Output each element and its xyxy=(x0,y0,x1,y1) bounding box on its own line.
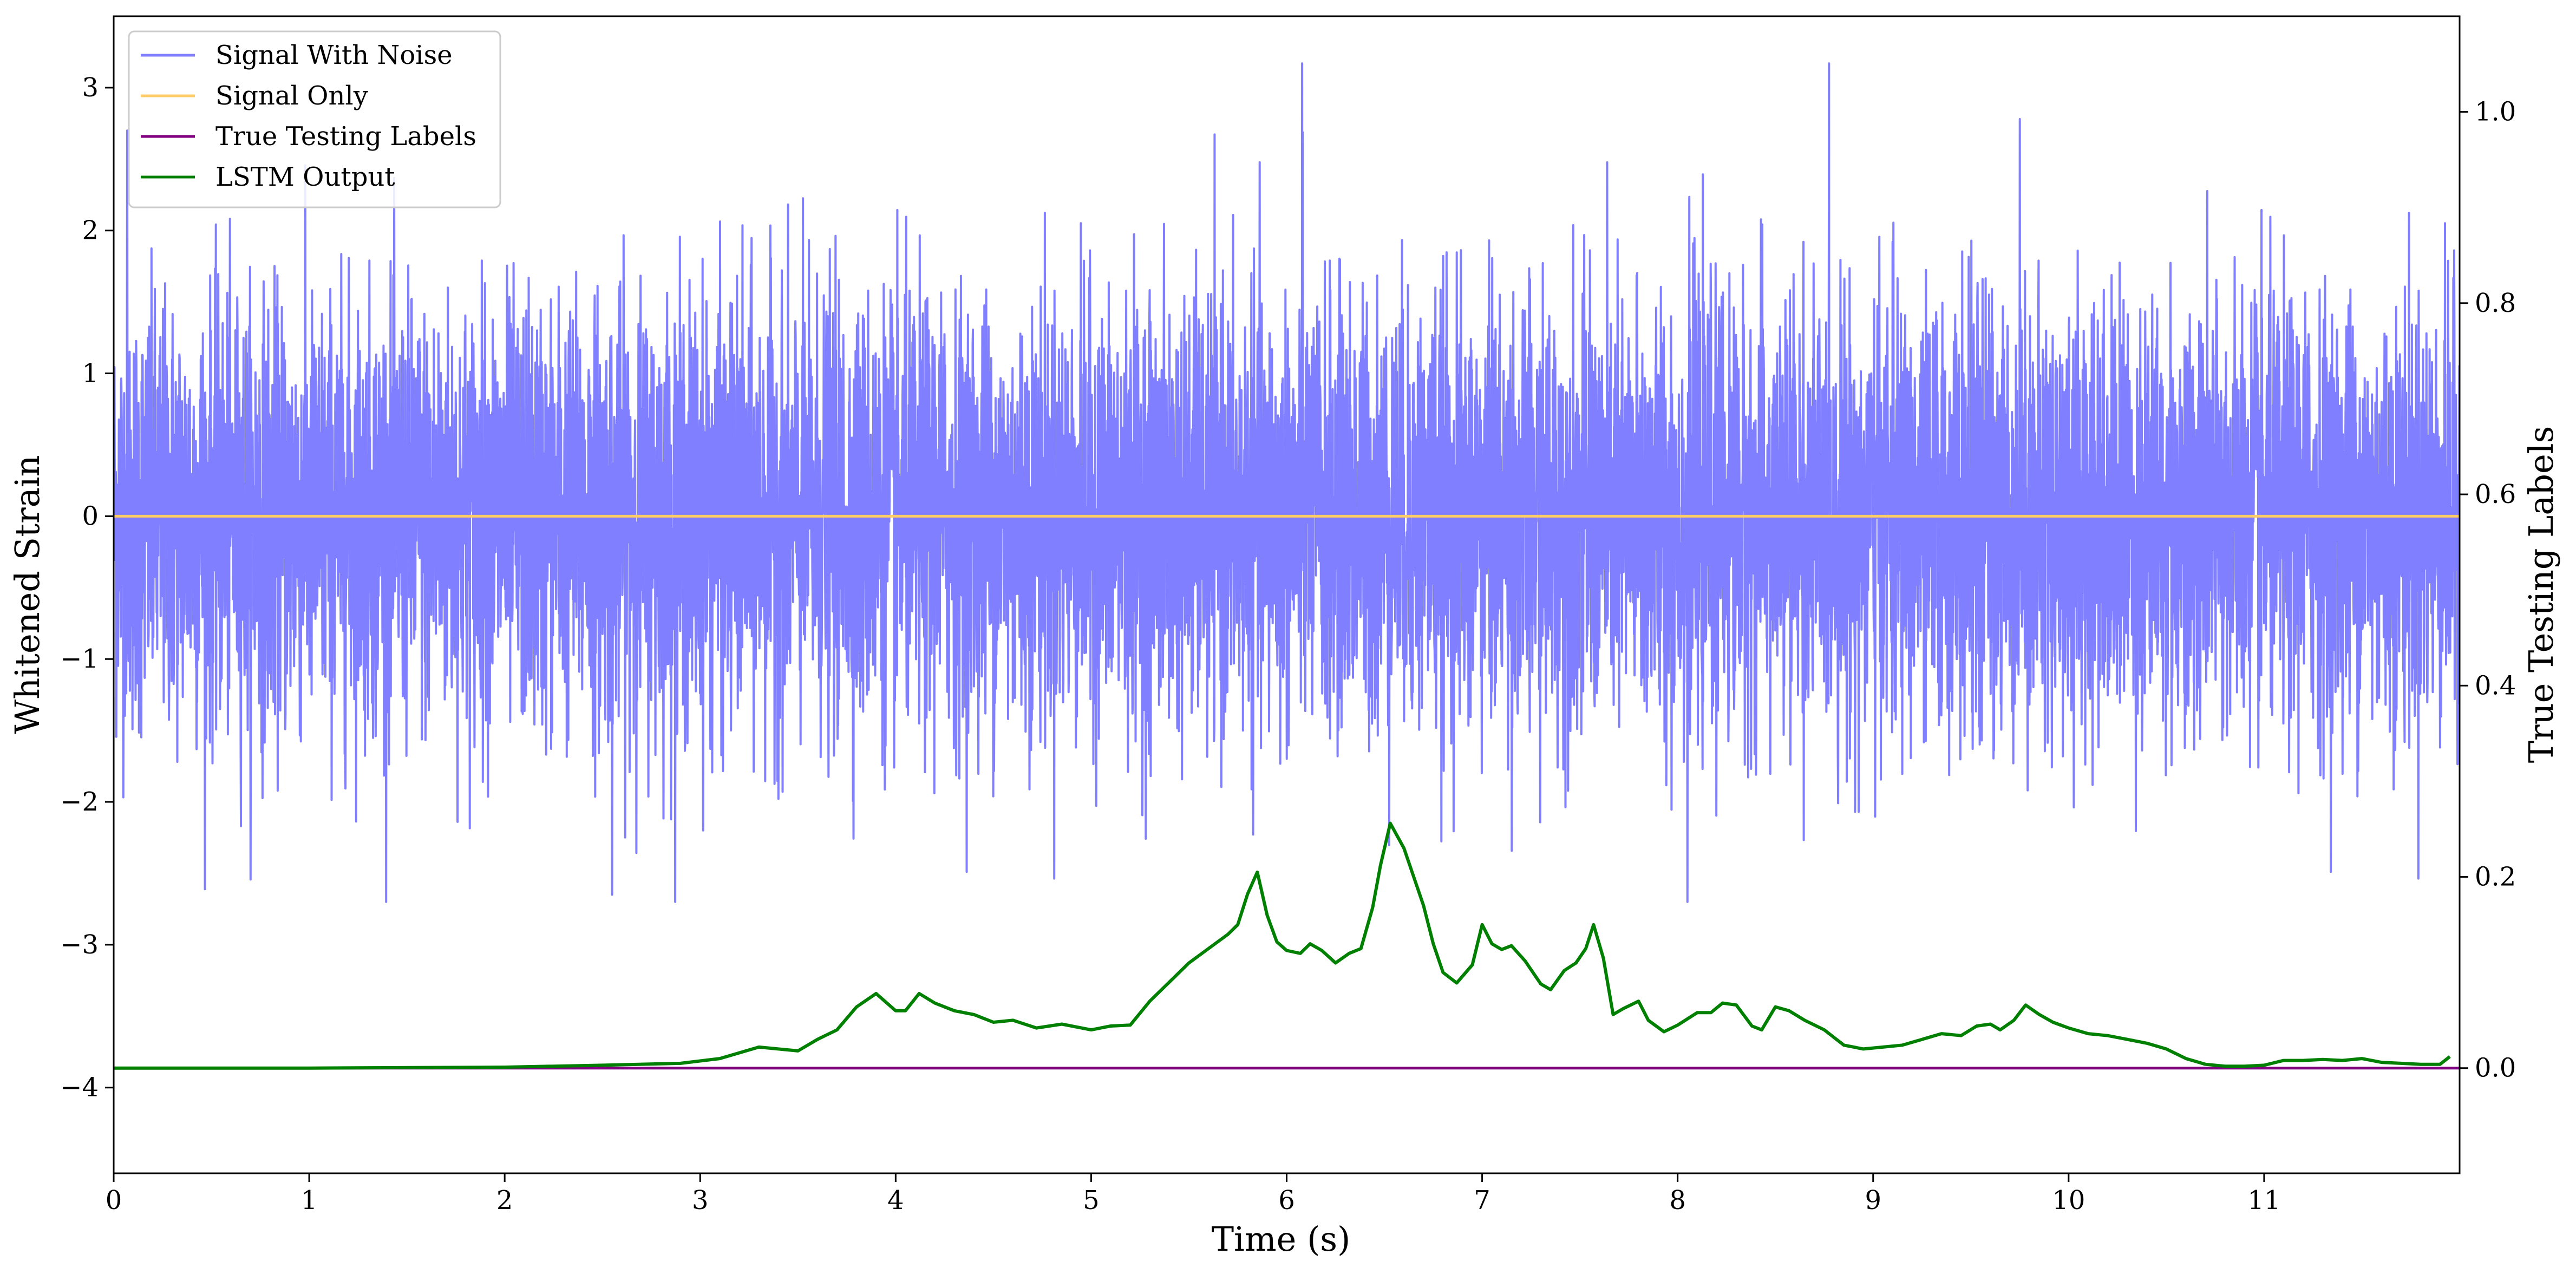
x-tick-label: 0 xyxy=(106,1185,122,1216)
y2-axis-title: True Testing Labels xyxy=(2521,426,2561,763)
y-axis-left: 3 2 1 0 −1 −2 −3 −4 xyxy=(60,73,114,1103)
y-tick-label: 1 xyxy=(82,358,99,389)
y2-tick-label: 1.0 xyxy=(2475,97,2516,127)
legend-box xyxy=(128,30,501,208)
x-tick-label: 2 xyxy=(496,1185,513,1216)
x-axis: 0 1 2 3 4 5 6 7 8 9 10 11 xyxy=(106,1173,2280,1216)
legend-label: Signal Only xyxy=(215,81,368,111)
legend-label: Signal With Noise xyxy=(215,40,453,70)
x-tick-label: 10 xyxy=(2052,1185,2085,1216)
y-axis-right: 1.0 0.8 0.6 0.4 0.2 0.0 xyxy=(2460,97,2516,1083)
y-axis-title: Whitened Strain xyxy=(8,455,47,734)
y-tick-label: −4 xyxy=(60,1073,99,1103)
y-tick-label: −2 xyxy=(60,787,99,817)
x-tick-label: 6 xyxy=(1278,1185,1295,1216)
x-tick-label: 8 xyxy=(1669,1185,1686,1216)
signal-with-noise-layer xyxy=(114,62,2460,903)
y-tick-label: 0 xyxy=(82,501,99,531)
x-tick-label: 3 xyxy=(692,1185,709,1216)
x-tick-label: 11 xyxy=(2247,1185,2280,1216)
y2-tick-label: 0.4 xyxy=(2475,670,2516,701)
legend: Signal With Noise Signal Only True Testing… xyxy=(128,30,501,208)
x-tick-label: 1 xyxy=(301,1185,318,1216)
x-axis-title: Time (s) xyxy=(1212,1219,1351,1259)
x-tick-label: 9 xyxy=(1865,1185,1881,1216)
y-tick-label: −1 xyxy=(60,644,99,674)
series-line-signal-with-noise xyxy=(114,62,2460,903)
y2-tick-label: 0.2 xyxy=(2475,862,2516,892)
y-tick-label: 2 xyxy=(82,215,99,246)
y-tick-label: −3 xyxy=(60,930,99,960)
series-layer xyxy=(114,514,2460,1070)
x-tick-label: 7 xyxy=(1474,1185,1490,1216)
x-tick-label: 5 xyxy=(1083,1185,1100,1216)
y-tick-label: 3 xyxy=(82,73,99,103)
y2-tick-label: 0.8 xyxy=(2475,288,2516,318)
y2-tick-label: 0.0 xyxy=(2475,1053,2516,1083)
series-line-lstm-output xyxy=(114,821,2451,1070)
legend-label: True Testing Labels xyxy=(215,121,476,152)
x-tick-label: 4 xyxy=(887,1185,904,1216)
y2-tick-label: 0.6 xyxy=(2475,479,2516,509)
legend-label: LSTM Output xyxy=(215,162,395,192)
